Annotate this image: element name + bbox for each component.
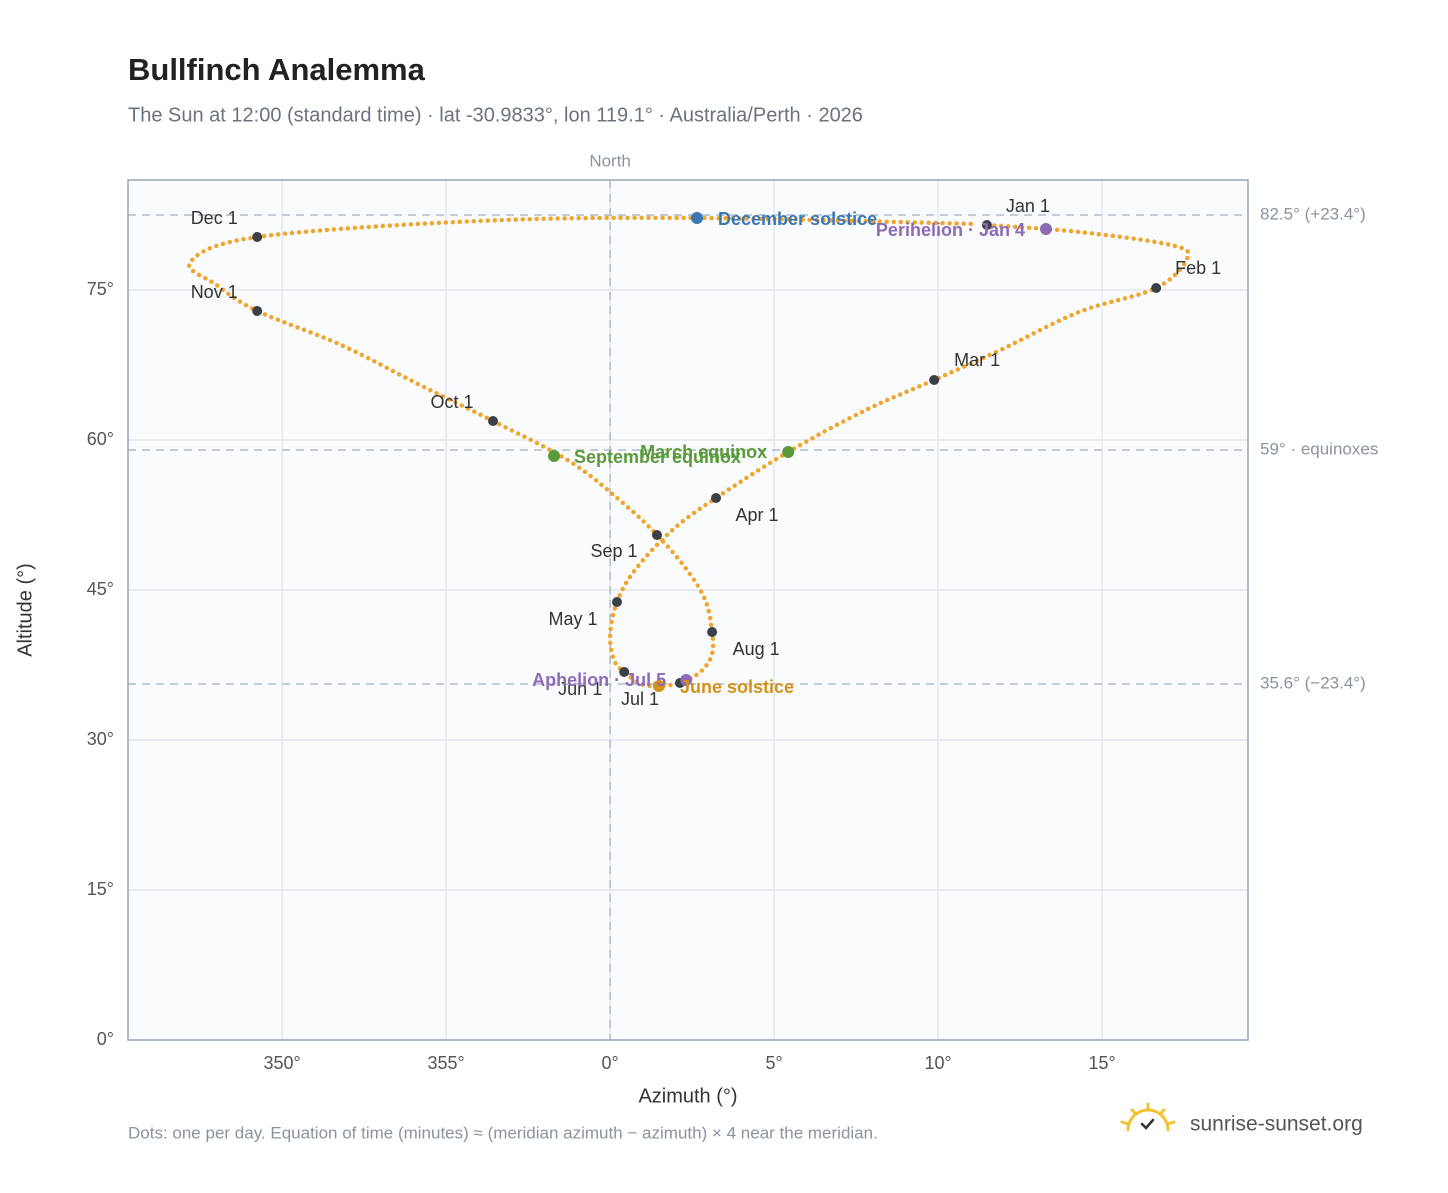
y-axis-label: Altitude (°) [14, 563, 36, 657]
y-tick-label: 0° [97, 1029, 114, 1049]
month-dot [488, 416, 499, 426]
month-label: Feb 1 [1175, 258, 1221, 278]
event-label: September equinox [574, 447, 741, 467]
event-label: Perihelion · Jan 4 [876, 220, 1025, 240]
month-label: Mar 1 [954, 350, 1000, 370]
y-tick-label: 45° [87, 579, 114, 599]
month-label: Aug 1 [733, 639, 780, 659]
chart-subtitle: The Sun at 12:00 (standard time) · lat -… [128, 104, 863, 126]
x-tick-label: 0° [601, 1053, 618, 1073]
month-label: Dec 1 [191, 208, 238, 228]
plot-area [128, 180, 1248, 1040]
month-dot [252, 232, 263, 242]
month-label: Jan 1 [1006, 196, 1050, 216]
event-dot [691, 212, 704, 224]
month-label: Nov 1 [191, 282, 238, 302]
footnote: Dots: one per day. Equation of time (min… [128, 1123, 878, 1142]
x-tick-label: 350° [264, 1053, 301, 1073]
event-dot [1039, 223, 1052, 235]
brand-logo [1120, 1102, 1176, 1132]
y-tick-label: 15° [87, 879, 114, 899]
month-label: Sep 1 [590, 541, 637, 561]
y-tick-label: 30° [87, 729, 114, 749]
month-label: Jun 1 [558, 679, 602, 699]
plot-border [127, 179, 1249, 1041]
reference-label: 35.6° (−23.4°) [1260, 673, 1366, 692]
event-label: December solstice [718, 209, 877, 229]
x-tick-label: 355° [428, 1053, 465, 1073]
event-dot [548, 450, 561, 462]
event-dot [680, 674, 693, 686]
month-dot [619, 667, 630, 677]
x-tick-label: 10° [924, 1053, 951, 1073]
month-dot [711, 493, 722, 503]
month-label: Apr 1 [736, 505, 779, 525]
event-dot [652, 680, 665, 692]
month-dot [1151, 283, 1162, 293]
month-label: Jul 1 [621, 689, 659, 709]
event-label: March equinox [640, 442, 767, 462]
month-dot [611, 597, 622, 607]
month-dot [652, 530, 663, 540]
reference-label: 59° · equinoxes [1260, 439, 1378, 458]
month-dot [707, 627, 718, 637]
x-axis-label: Azimuth (°) [638, 1085, 737, 1107]
x-tick-label: 5° [765, 1053, 782, 1073]
meridian-label: North [589, 151, 631, 170]
y-tick-label: 75° [87, 279, 114, 299]
x-tick-label: 15° [1088, 1053, 1115, 1073]
y-tick-label: 60° [87, 429, 114, 449]
event-label: June solstice [680, 677, 794, 697]
month-dot [929, 375, 940, 385]
month-label: Oct 1 [431, 392, 474, 412]
month-dot [252, 306, 263, 316]
reference-label: 82.5° (+23.4°) [1260, 204, 1366, 223]
brand: sunrise-sunset.org [1190, 1113, 1363, 1136]
month-label: May 1 [548, 609, 597, 629]
month-dot [981, 220, 992, 230]
event-label: Aphelion · Jul 5 [532, 670, 666, 690]
chart-title: Bullfinch Analemma [128, 52, 426, 87]
event-dot [782, 446, 795, 458]
